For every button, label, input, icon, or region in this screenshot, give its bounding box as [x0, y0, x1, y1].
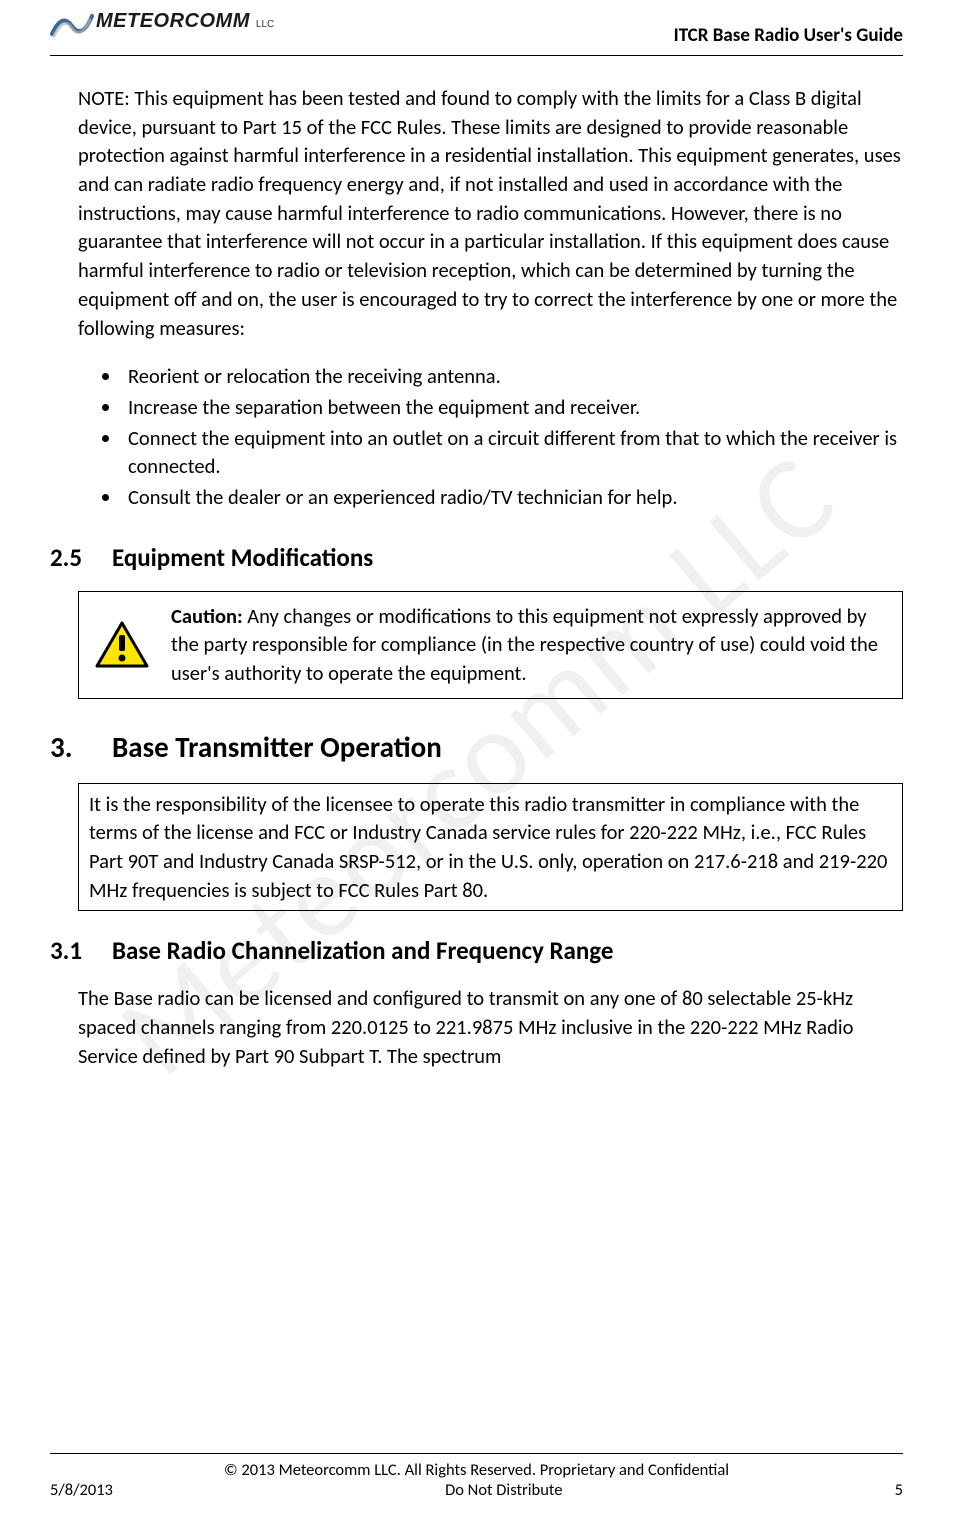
page-header: METEORCOMM LLC ITCR Base Radio User's Gu… [50, 10, 903, 56]
company-logo: METEORCOMM LLC [50, 10, 274, 40]
section-heading-3: 3. Base Transmitter Operation [50, 729, 903, 765]
section-heading-3-1: 3.1 Base Radio Channelization and Freque… [50, 935, 903, 966]
licensee-responsibility-box: It is the responsibility of the licensee… [78, 783, 903, 912]
section-heading-2-5: 2.5 Equipment Modifications [50, 542, 903, 573]
list-item: Consult the dealer or an experienced rad… [122, 483, 903, 512]
section-title: Base Radio Channelization and Frequency … [112, 935, 613, 966]
footer-date: 5/8/2013 [50, 1480, 113, 1500]
caution-label: Caution: [171, 603, 243, 629]
section-title: Equipment Modifications [112, 542, 373, 573]
caution-text: Caution: Any changes or modifications to… [171, 602, 888, 688]
section-number: 3.1 [50, 935, 94, 966]
section-title: Base Transmitter Operation [112, 729, 442, 765]
warning-triangle-icon [89, 620, 155, 670]
list-item: Connect the equipment into an outlet on … [122, 424, 903, 481]
document-title: ITCR Base Radio User's Guide [674, 10, 903, 47]
list-item: Increase the separation between the equi… [122, 393, 903, 422]
footer-page-number: 5 [895, 1480, 903, 1500]
page-footer: © 2013 Meteorcomm LLC. All Rights Reserv… [50, 1453, 903, 1500]
fcc-note-paragraph: NOTE: This equipment has been tested and… [78, 84, 903, 342]
list-item: Reorient or relocation the receiving ant… [122, 362, 903, 391]
caution-body: Any changes or modifications to this equ… [171, 603, 878, 686]
logo-suffix: LLC [256, 19, 274, 30]
section-number: 2.5 [50, 542, 94, 573]
caution-box: Caution: Any changes or modifications to… [78, 591, 903, 699]
logo-swoosh-icon [50, 10, 94, 40]
channelization-paragraph: The Base radio can be licensed and confi… [78, 984, 903, 1070]
section-number: 3. [50, 729, 94, 765]
footer-copyright: © 2013 Meteorcomm LLC. All Rights Reserv… [50, 1460, 903, 1480]
footer-distribution-notice: Do Not Distribute [113, 1480, 895, 1500]
interference-measures-list: Reorient or relocation the receiving ant… [78, 362, 903, 511]
logo-company-name: METEORCOMM [96, 10, 250, 33]
